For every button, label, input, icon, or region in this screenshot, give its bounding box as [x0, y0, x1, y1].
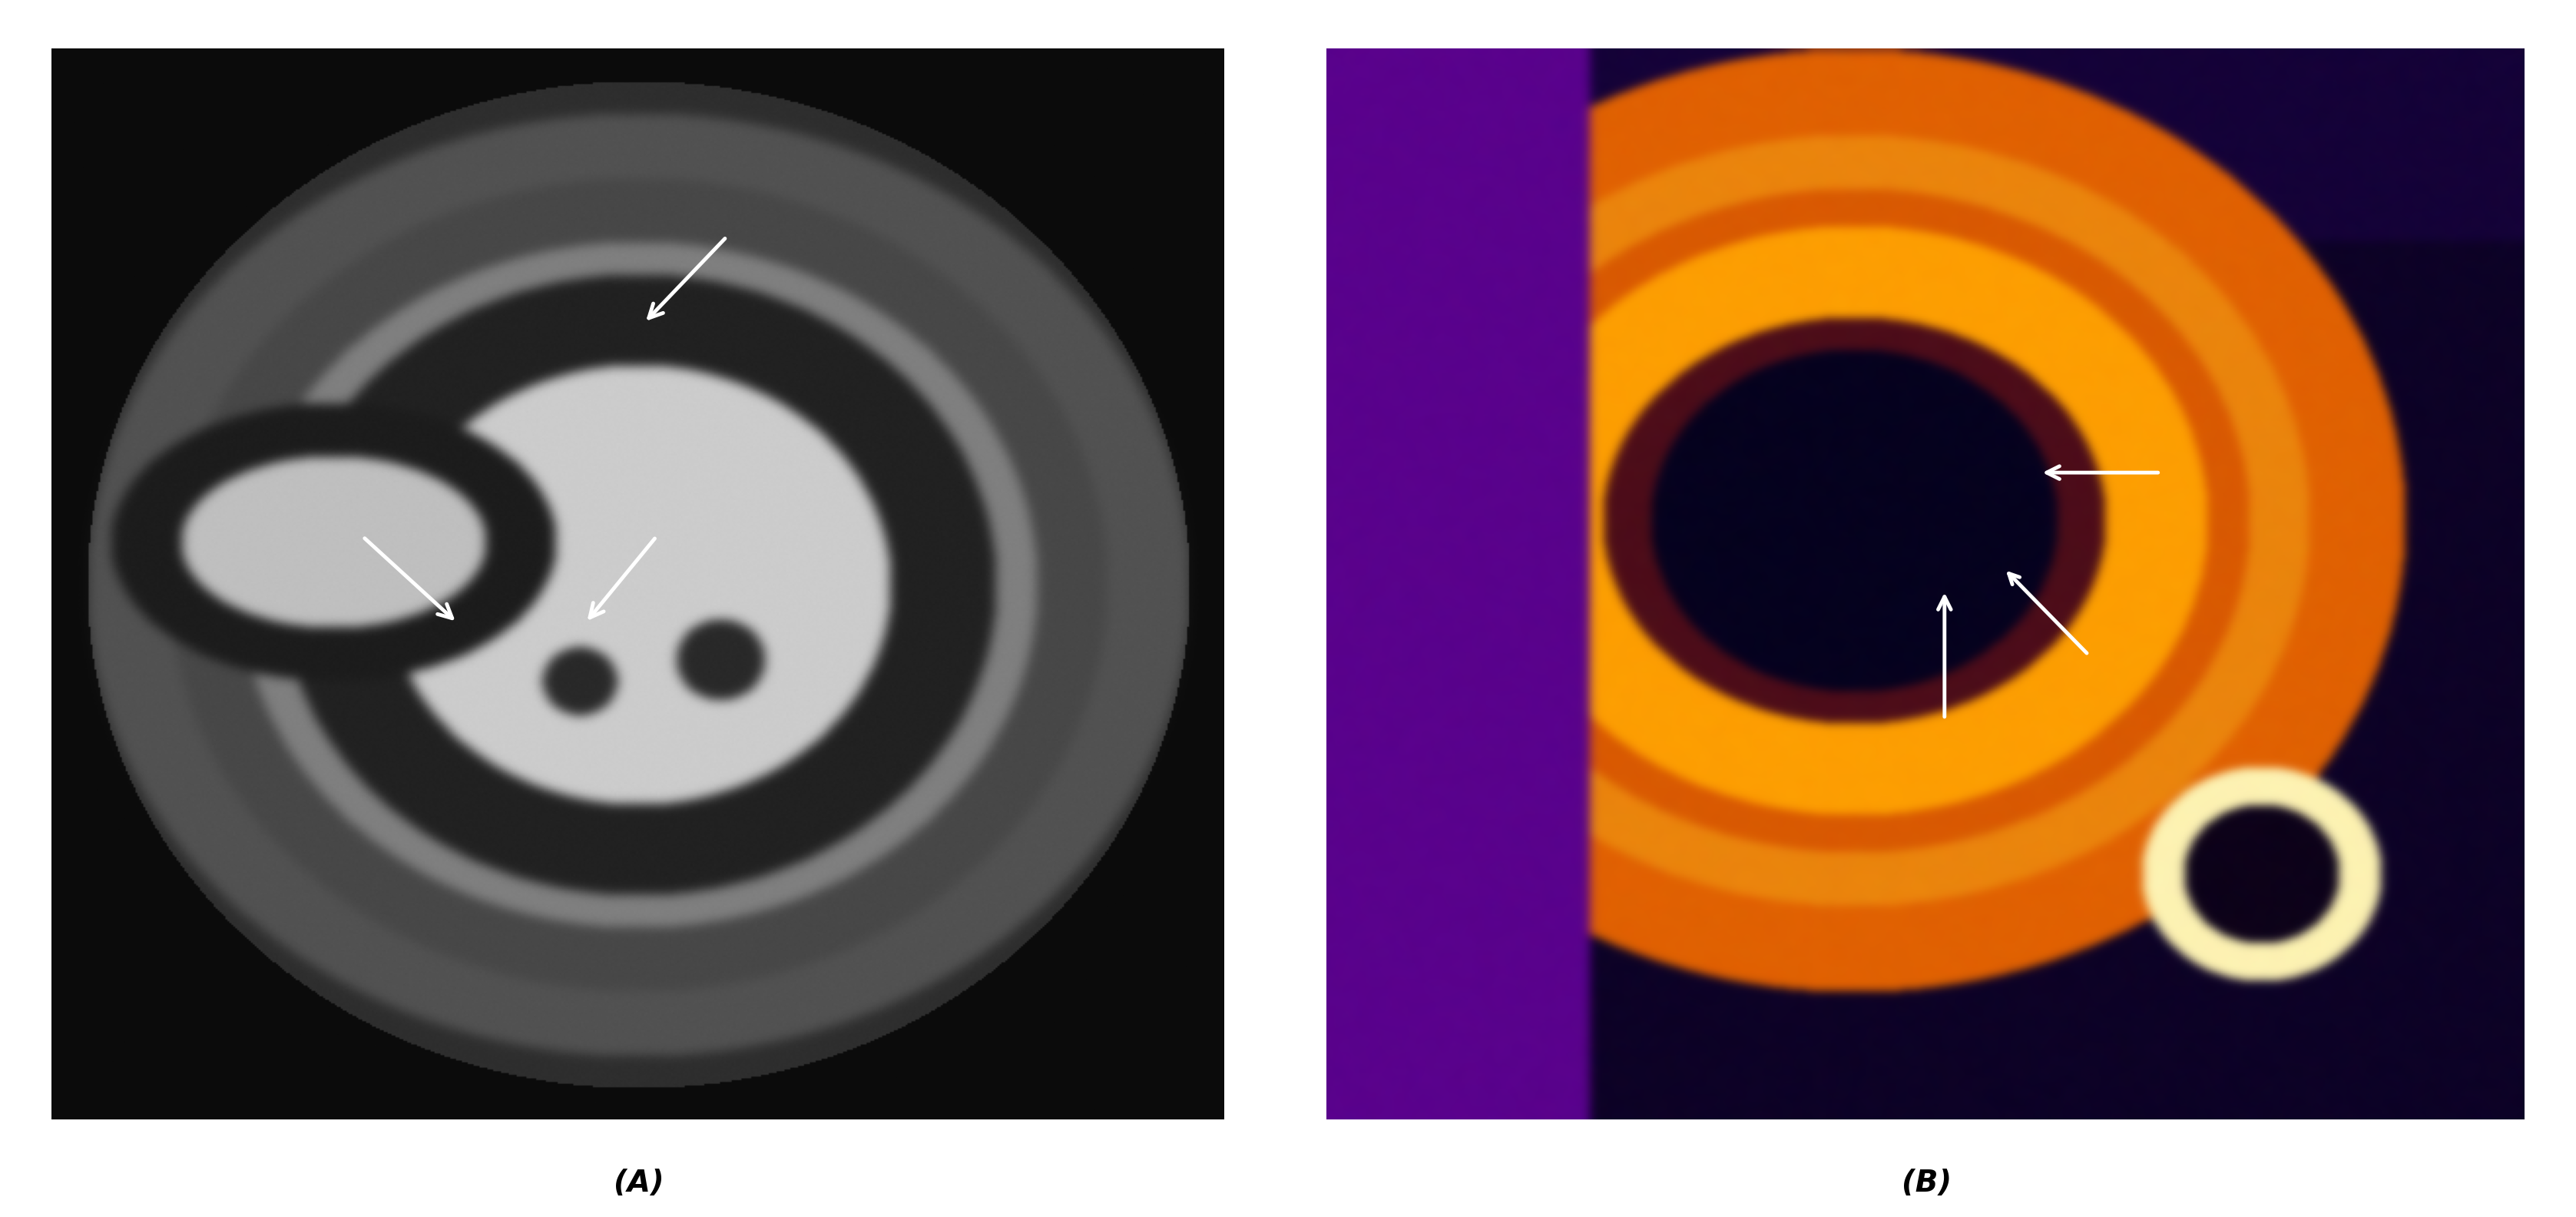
- Text: (B): (B): [1901, 1168, 1953, 1198]
- Text: (A): (A): [613, 1168, 665, 1198]
